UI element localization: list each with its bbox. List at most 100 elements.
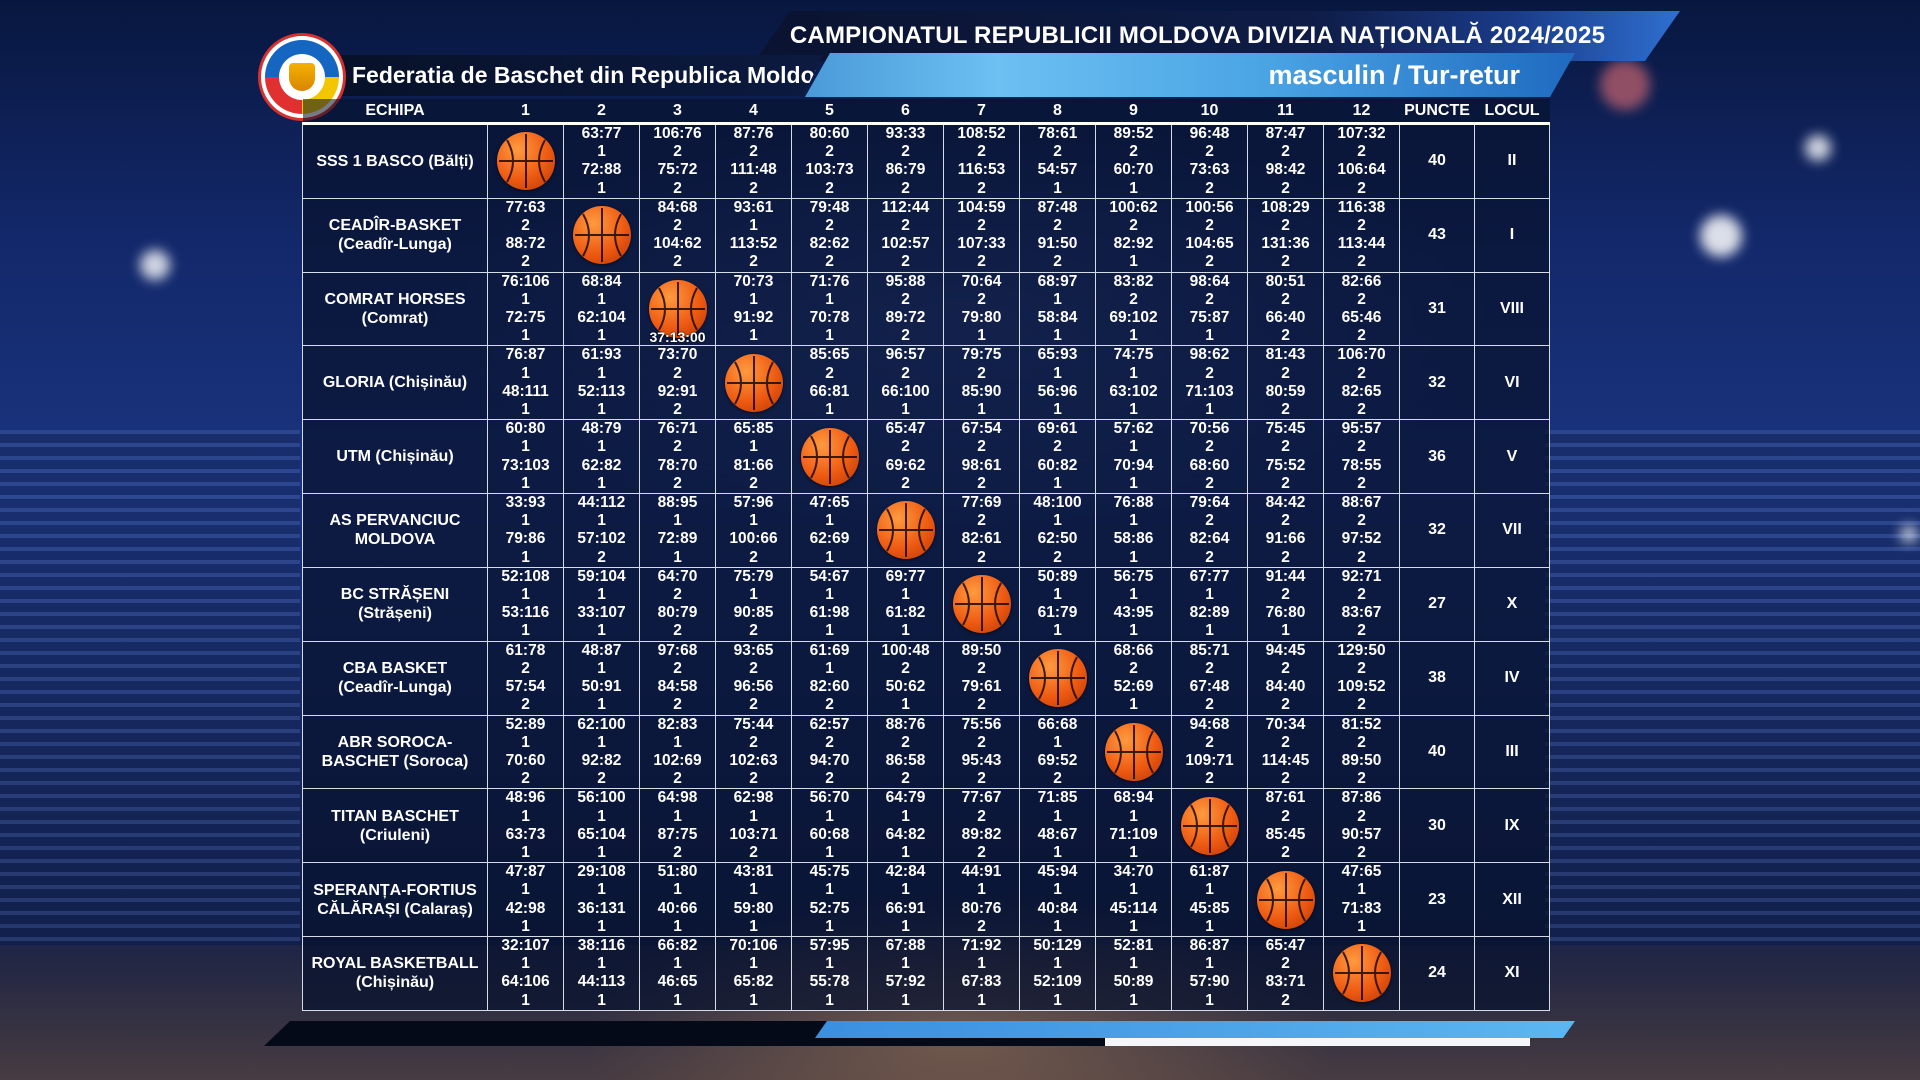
second-leg-points: 1 [825,401,834,419]
first-leg-score: 56:70 [809,789,850,807]
second-leg-score: 83:67 [1341,604,1382,622]
second-leg-points: 1 [1129,991,1138,1009]
first-leg-points: 1 [597,364,606,382]
second-leg-score: 45:114 [1109,899,1158,917]
first-leg-points: 2 [1129,290,1138,308]
second-leg-points: 2 [1053,253,1062,271]
second-leg-points: 2 [1281,474,1290,492]
second-leg-points: 1 [901,401,910,419]
team-name: COMRAT HORSES [324,291,466,309]
diagonal-cell [1247,862,1324,937]
second-leg-points: 2 [1205,179,1214,197]
second-leg-score: 109:52 [1337,678,1386,696]
first-leg-score: 82:66 [1341,272,1382,290]
result-cell: 70:34 2 114:45 2 [1247,714,1324,790]
diagonal-cell [867,493,944,568]
team-name-cell: CBA BASKET (Ceadîr-Lunga) [302,640,488,716]
second-leg-score: 79:80 [961,309,1002,327]
result-cell: 94:68 2 109:71 2 [1171,714,1248,790]
result-cell: 82:66 2 65:46 2 [1323,271,1400,347]
first-leg-score: 48:87 [581,641,622,659]
first-leg-score: 106:70 [1337,346,1386,364]
basketball-icon [800,427,859,486]
first-leg-points: 1 [901,586,910,604]
first-leg-score: 95:57 [1341,420,1382,438]
first-leg-score: 88:67 [1341,494,1382,512]
first-leg-score: 108:52 [957,125,1006,142]
second-leg-score: 82:60 [809,678,850,696]
first-leg-points: 1 [1053,586,1062,604]
second-leg-score: 50:89 [1113,973,1154,991]
second-leg-score: 72:75 [505,309,546,327]
first-leg-score: 81:43 [1265,346,1306,364]
result-cell: 69:77 1 61:82 1 [867,566,944,642]
second-leg-points: 2 [977,770,986,788]
arena-stands-right [1545,430,1920,950]
second-leg-points: 2 [521,253,530,271]
points-cell: 36 [1399,419,1475,495]
second-leg-points: 2 [673,696,682,714]
first-leg-points: 2 [1357,733,1366,751]
first-leg-score: 33:93 [505,494,546,512]
second-leg-score: 64:82 [885,825,926,843]
table-row: ABR SOROCA- BASCHET (Soroca) 52:89 1 70:60 2 6… [302,714,1550,790]
first-leg-points: 2 [1357,438,1366,456]
first-leg-points: 1 [1129,364,1138,382]
result-cell: 82:83 1 102:69 2 [639,714,716,790]
second-leg-points: 2 [977,548,986,566]
first-leg-points: 1 [673,955,682,973]
column-header-number: 2 [563,99,640,125]
first-leg-points: 1 [749,807,758,825]
federation-logo [258,33,346,121]
team-name-cell: UTM (Chișinău) [302,419,488,495]
second-leg-points: 1 [1129,843,1138,861]
team-name-cell: COMRAT HORSES (Comrat) [302,271,488,347]
second-leg-score: 62:50 [1037,530,1078,548]
first-leg-points: 1 [597,512,606,530]
second-leg-points: 2 [597,770,606,788]
first-leg-score: 45:75 [809,863,850,881]
column-header-number: 3 [639,99,716,125]
first-leg-points: 1 [1129,807,1138,825]
second-leg-score: 82:92 [1113,235,1154,253]
first-leg-score: 73:70 [657,346,698,364]
second-leg-score: 81:66 [733,456,774,474]
second-leg-score: 104:62 [653,235,702,253]
second-leg-score: 103:73 [805,161,854,179]
result-cell: 48:87 1 50:91 1 [563,640,640,716]
second-leg-score: 114:45 [1261,751,1310,769]
result-cell: 57:62 1 70:94 1 [1095,419,1172,495]
second-leg-score: 50:62 [885,678,926,696]
basketball-icon [648,280,707,339]
rank-cell: XII [1474,862,1550,937]
standings-table: ECHIPA 1 2 3 4 5 6 7 8 9 10 11 12 PUNCTE… [302,99,1550,1011]
first-leg-points: 1 [1053,955,1062,973]
first-leg-points: 1 [521,881,530,899]
result-cell: 38:116 1 44:113 1 [563,935,640,1011]
first-leg-points: 1 [597,143,606,161]
second-leg-points: 1 [1205,327,1214,345]
second-leg-points: 2 [1053,770,1062,788]
second-leg-points: 1 [1129,696,1138,714]
second-leg-score: 107:33 [957,235,1006,253]
first-leg-score: 64:98 [657,789,698,807]
result-cell: 48:100 1 62:50 2 [1019,493,1096,568]
first-leg-points: 2 [1281,143,1290,161]
table-row: SSS 1 BASCO (Bălți) 63:77 1 72:88 1 106:76 2 75… [302,123,1550,199]
second-leg-score: 43:95 [1113,604,1154,622]
second-leg-points: 1 [521,474,530,492]
second-leg-points: 1 [1053,474,1062,492]
title-banner: CAMPIONATUL REPUBLICII MOLDOVA DIVIZIA N… [755,11,1680,61]
table-row: UTM (Chișinău) 60:80 1 73:103 1 48:79 1 62:82 1 7… [302,419,1550,495]
second-leg-points: 1 [597,179,606,197]
result-cell: 54:67 1 61:98 1 [791,566,868,642]
second-leg-score: 73:63 [1189,161,1230,179]
second-leg-points: 1 [673,548,682,566]
second-leg-points: 1 [1205,622,1214,640]
result-cell: 71:85 1 48:67 1 [1019,788,1096,864]
first-leg-score: 68:97 [1037,272,1078,290]
result-cell: 50:129 1 52:109 1 [1019,935,1096,1011]
second-leg-points: 2 [1357,327,1366,345]
second-leg-points: 2 [1281,548,1290,566]
result-cell: 93:61 1 113:52 2 [715,197,792,273]
